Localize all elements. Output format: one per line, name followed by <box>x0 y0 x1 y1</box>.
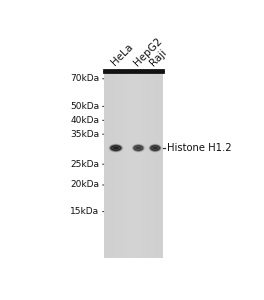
Ellipse shape <box>133 145 144 151</box>
Text: 35kDa: 35kDa <box>70 130 99 139</box>
Ellipse shape <box>110 145 122 151</box>
Ellipse shape <box>132 144 144 152</box>
Text: HepG2: HepG2 <box>132 35 164 68</box>
Ellipse shape <box>135 146 142 150</box>
Text: 40kDa: 40kDa <box>70 116 99 125</box>
Bar <box>111 73 114 258</box>
Ellipse shape <box>109 144 123 152</box>
Bar <box>115 73 117 258</box>
Bar <box>151 73 153 258</box>
Bar <box>135 73 137 258</box>
Bar <box>145 73 147 258</box>
Bar <box>137 73 139 258</box>
Text: 20kDa: 20kDa <box>70 181 99 190</box>
Bar <box>155 73 157 258</box>
Bar <box>143 73 145 258</box>
Bar <box>106 73 107 258</box>
Bar <box>125 73 127 258</box>
Bar <box>127 73 129 258</box>
Bar <box>147 73 149 258</box>
Ellipse shape <box>109 144 122 152</box>
Ellipse shape <box>152 146 159 150</box>
Bar <box>107 73 110 258</box>
Text: 25kDa: 25kDa <box>70 160 99 169</box>
Ellipse shape <box>136 147 141 149</box>
Ellipse shape <box>132 144 145 152</box>
Bar <box>110 73 111 258</box>
Bar <box>103 73 163 258</box>
Bar <box>159 73 161 258</box>
Text: 50kDa: 50kDa <box>70 102 99 111</box>
Ellipse shape <box>150 145 161 151</box>
Ellipse shape <box>112 146 120 150</box>
Ellipse shape <box>111 146 121 150</box>
Ellipse shape <box>150 146 160 151</box>
Ellipse shape <box>134 146 143 151</box>
Bar <box>149 73 151 258</box>
Bar <box>139 73 141 258</box>
Ellipse shape <box>113 147 119 149</box>
Ellipse shape <box>151 146 159 150</box>
Bar <box>114 73 115 258</box>
Bar <box>117 73 119 258</box>
Bar <box>123 73 125 258</box>
Bar <box>153 73 155 258</box>
Bar <box>161 73 163 258</box>
Text: HeLa: HeLa <box>110 42 135 68</box>
Ellipse shape <box>149 144 161 152</box>
Bar <box>129 73 131 258</box>
Ellipse shape <box>148 144 162 152</box>
Ellipse shape <box>134 146 143 150</box>
Bar <box>133 73 135 258</box>
Bar <box>131 73 133 258</box>
Text: Raji: Raji <box>148 47 168 68</box>
Bar <box>103 73 106 258</box>
Bar <box>119 73 121 258</box>
Text: 15kDa: 15kDa <box>70 207 99 216</box>
Text: Histone H1.2: Histone H1.2 <box>167 143 232 153</box>
Bar <box>121 73 123 258</box>
Ellipse shape <box>153 147 158 149</box>
Ellipse shape <box>111 146 121 151</box>
Text: 70kDa: 70kDa <box>70 74 99 83</box>
Bar <box>157 73 159 258</box>
Bar <box>141 73 143 258</box>
